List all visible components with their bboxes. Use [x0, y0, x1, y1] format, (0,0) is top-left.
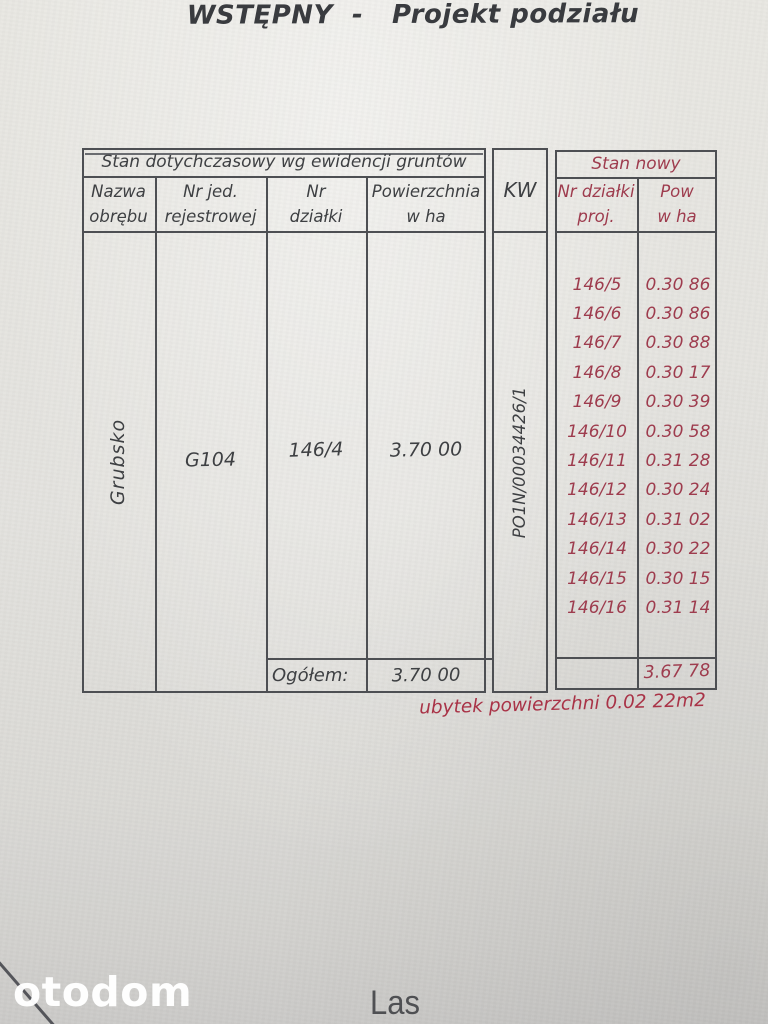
- grid-line: [492, 231, 548, 233]
- parcel-number: 146/7: [572, 333, 622, 354]
- page-title: WSTĘPNY - Projekt podziału: [186, 0, 640, 31]
- table-top-double-line: [85, 153, 483, 155]
- header-line: w ha: [406, 207, 446, 226]
- cell-nr-jed-rejestrowej: G104: [184, 448, 237, 472]
- column-header-nr-dzialki-proj: Nr działki proj.: [555, 177, 637, 231]
- new-state-section-header: Stan nowy: [591, 153, 681, 174]
- header-line: obrębu: [89, 207, 148, 226]
- area-loss-note: ubytek powierzchni 0.02 22m2: [418, 690, 707, 719]
- header-line: proj.: [577, 207, 615, 226]
- parcel-area: 0.30 88: [645, 333, 711, 354]
- total-old-area: 3.70 00: [391, 664, 461, 687]
- parcel-area: 0.30 58: [645, 421, 711, 442]
- table-new-state-frame: [555, 150, 717, 690]
- column-header-pow-w-ha: Pow w ha: [637, 177, 717, 231]
- old-state-section-header: Stan dotychczasowy wg ewidencji gruntów: [101, 152, 467, 172]
- grid-line: [366, 176, 368, 693]
- parcel-number: 146/11: [567, 451, 627, 472]
- column-header-powierzchnia: Powierzchnia w ha: [366, 177, 486, 231]
- header-line: Powierzchnia: [371, 182, 481, 201]
- parcel-area: 0.30 24: [645, 480, 711, 501]
- column-header-nr-dzialki: Nr działki: [266, 177, 366, 231]
- header-line: Nazwa: [91, 182, 146, 201]
- grid-line: [155, 176, 157, 693]
- parcel-number: 146/8: [572, 362, 622, 383]
- grid-line: [266, 176, 268, 693]
- header-line: działki: [289, 207, 343, 226]
- parcel-number: 146/15: [567, 568, 627, 589]
- parcel-number: 146/5: [572, 274, 622, 295]
- new-parcel-area-column: 0.30 86 0.30 86 0.30 88 0.30 17 0.30 39 …: [640, 233, 716, 658]
- obreb-name: Grubsko: [107, 418, 130, 506]
- grid-line: [82, 176, 486, 178]
- parcel-area: 0.31 28: [645, 451, 711, 472]
- parcel-area: 0.30 39: [645, 392, 711, 413]
- grid-line: [637, 177, 639, 690]
- column-header-nr-jed-rejestrowej: Nr jed. rejestrowej: [155, 177, 266, 231]
- table-kw-frame: [492, 148, 548, 693]
- grid-line: [555, 177, 717, 179]
- parcel-number: 146/6: [572, 304, 622, 325]
- header-line: Nr działki: [557, 182, 635, 201]
- total-label: Ogółem:: [272, 665, 349, 686]
- cell-nr-dzialki: 146/4: [288, 438, 344, 462]
- otodom-watermark-logo: otodom: [13, 968, 193, 1016]
- parcel-number: 146/10: [567, 421, 627, 442]
- parcel-number: 146/9: [572, 392, 622, 413]
- parcel-number: 146/16: [567, 597, 627, 618]
- column-header-nazwa-obrebu: Nazwa obrębu: [82, 177, 155, 231]
- parcel-area: 0.31 14: [645, 597, 711, 618]
- map-label-las: Las: [370, 982, 420, 1022]
- kw-number: PO1N/00034426/1: [510, 386, 530, 538]
- header-line: Nr jed.: [183, 182, 238, 201]
- parcel-area: 0.30 15: [645, 568, 711, 589]
- grid-line: [555, 657, 717, 659]
- cell-powierzchnia: 3.70 00: [389, 438, 463, 462]
- header-line: rejestrowej: [164, 207, 257, 226]
- parcel-number: 146/13: [567, 509, 627, 530]
- parcel-number: 146/12: [567, 480, 627, 501]
- parcel-number: 146/14: [567, 539, 627, 560]
- total-new-area: 3.67 78: [643, 660, 711, 684]
- grid-line: [82, 231, 486, 233]
- header-line: Nr: [306, 182, 326, 201]
- header-line: Pow: [660, 182, 694, 201]
- grid-line: [266, 658, 493, 660]
- cell-kw-number: PO1N/00034426/1: [492, 233, 548, 691]
- column-header-kw: KW: [503, 177, 537, 202]
- table-old-state-frame: [82, 148, 486, 693]
- parcel-area: 0.30 86: [645, 274, 711, 295]
- parcel-area: 0.31 02: [645, 509, 711, 530]
- parcel-area: 0.30 17: [645, 362, 711, 383]
- parcel-area: 0.30 86: [645, 304, 711, 325]
- grid-line: [555, 231, 717, 233]
- new-parcel-number-column: 146/5 146/6 146/7 146/8 146/9 146/10 146…: [556, 233, 638, 658]
- header-line: w ha: [657, 207, 697, 226]
- parcel-area: 0.30 22: [645, 539, 711, 560]
- cell-nazwa-obrebu: Grubsko: [82, 233, 155, 691]
